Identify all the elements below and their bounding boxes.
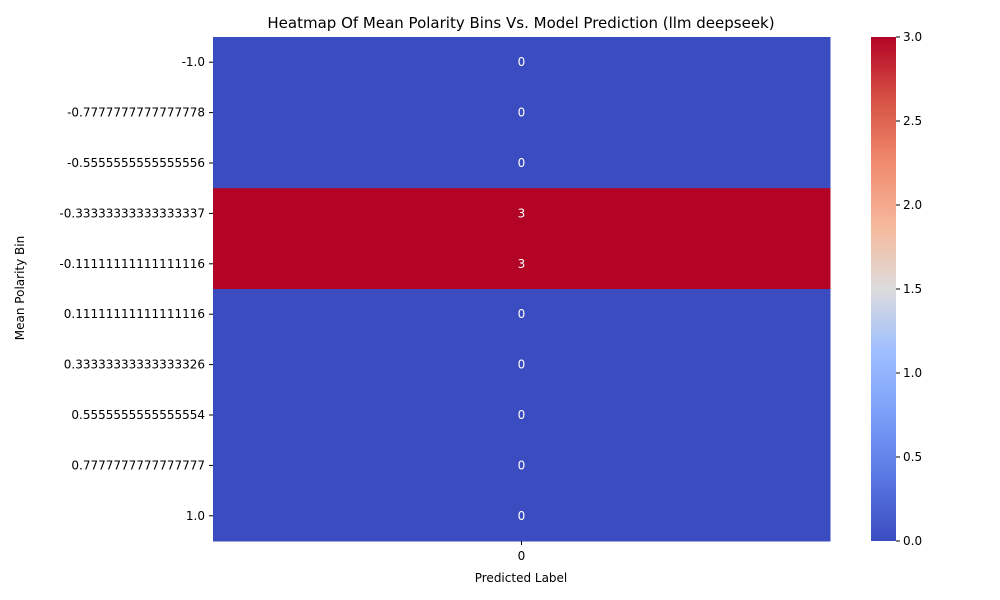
x-axis-label: Predicted Label (475, 571, 568, 585)
cell-value-label: 3 (518, 257, 526, 271)
y-tick-label: -0.33333333333333337 (59, 206, 205, 220)
heatmap-cell (213, 440, 831, 492)
y-tick-label: 1.0 (186, 509, 205, 523)
heatmap-cell (213, 389, 831, 441)
y-tick-label: -1.0 (182, 55, 205, 69)
heatmap-cell (213, 238, 831, 290)
cell-value-label: 0 (518, 408, 526, 422)
heatmap-cell (213, 339, 831, 391)
x-tick-label: 0 (518, 549, 526, 563)
colorbar-tick-label: 2.5 (903, 114, 922, 128)
y-axis-label: Mean Polarity Bin (13, 236, 27, 340)
heatmap-cell (213, 188, 831, 240)
colorbar-tick-label: 3.0 (903, 30, 922, 44)
cell-value-label: 0 (518, 307, 526, 321)
y-tick-label: 0.33333333333333326 (64, 358, 205, 372)
heatmap-cell (213, 490, 831, 542)
heatmap-cell-labels: 0 0 0 3 3 0 0 0 0 0 (518, 55, 526, 523)
colorbar-ticks: 0.0 0.5 1.0 1.5 2.0 2.5 3.0 (896, 30, 922, 548)
cell-value-label: 0 (518, 106, 526, 120)
y-tick-label: -0.7777777777777778 (67, 106, 205, 120)
colorbar-tick-label: 0.5 (903, 450, 922, 464)
colorbar-tick-label: 1.5 (903, 282, 922, 296)
y-axis-ticks: -1.0 -0.7777777777777778 -0.55555555555555… (59, 55, 213, 523)
heatmap-cell (213, 289, 831, 340)
heatmap-cell (213, 87, 831, 139)
cell-value-label: 0 (518, 55, 526, 69)
cell-value-label: 0 (518, 458, 526, 472)
colorbar-tick-label: 2.0 (903, 198, 922, 212)
y-tick-label: 0.5555555555555554 (71, 408, 205, 422)
x-axis-ticks: 0 (518, 541, 526, 563)
heatmap-cell (213, 137, 831, 189)
colorbar-tick-label: 1.0 (903, 366, 922, 380)
heatmap-cell (213, 37, 831, 88)
y-tick-label: -0.11111111111111116 (59, 257, 205, 271)
cell-value-label: 0 (518, 156, 526, 170)
cell-value-label: 0 (518, 509, 526, 523)
chart-title: Heatmap Of Mean Polarity Bins Vs. Model … (267, 14, 774, 32)
y-tick-label: -0.5555555555555556 (67, 156, 205, 170)
cell-value-label: 0 (518, 358, 526, 372)
cell-value-label: 3 (518, 206, 526, 220)
y-tick-label: 0.7777777777777777 (71, 458, 205, 472)
colorbar (871, 37, 896, 541)
colorbar-tick-label: 0.0 (903, 534, 922, 548)
heatmap-cells (213, 37, 831, 542)
y-tick-label: 0.11111111111111116 (64, 307, 205, 321)
